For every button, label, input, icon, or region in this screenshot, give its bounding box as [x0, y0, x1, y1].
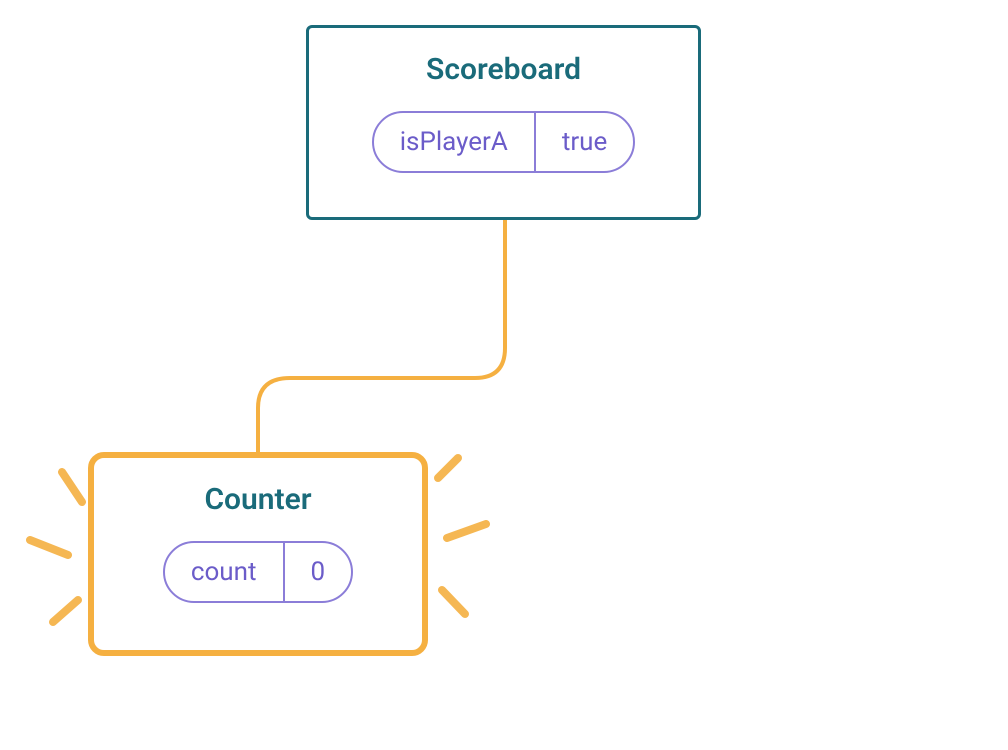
state-value: 0 — [283, 543, 352, 601]
state-key: count — [165, 543, 283, 601]
scoreboard-title: Scoreboard — [426, 52, 581, 87]
counter-title: Counter — [204, 482, 311, 517]
state-value: true — [534, 113, 633, 171]
component-tree-diagram: Scoreboard isPlayerA true Counter count … — [0, 0, 1008, 750]
scoreboard-state-pill: isPlayerA true — [372, 111, 636, 173]
counter-node: Counter count 0 — [88, 452, 428, 656]
scoreboard-node: Scoreboard isPlayerA true — [306, 25, 701, 220]
state-key: isPlayerA — [374, 113, 534, 171]
counter-state-pill: count 0 — [163, 541, 353, 603]
